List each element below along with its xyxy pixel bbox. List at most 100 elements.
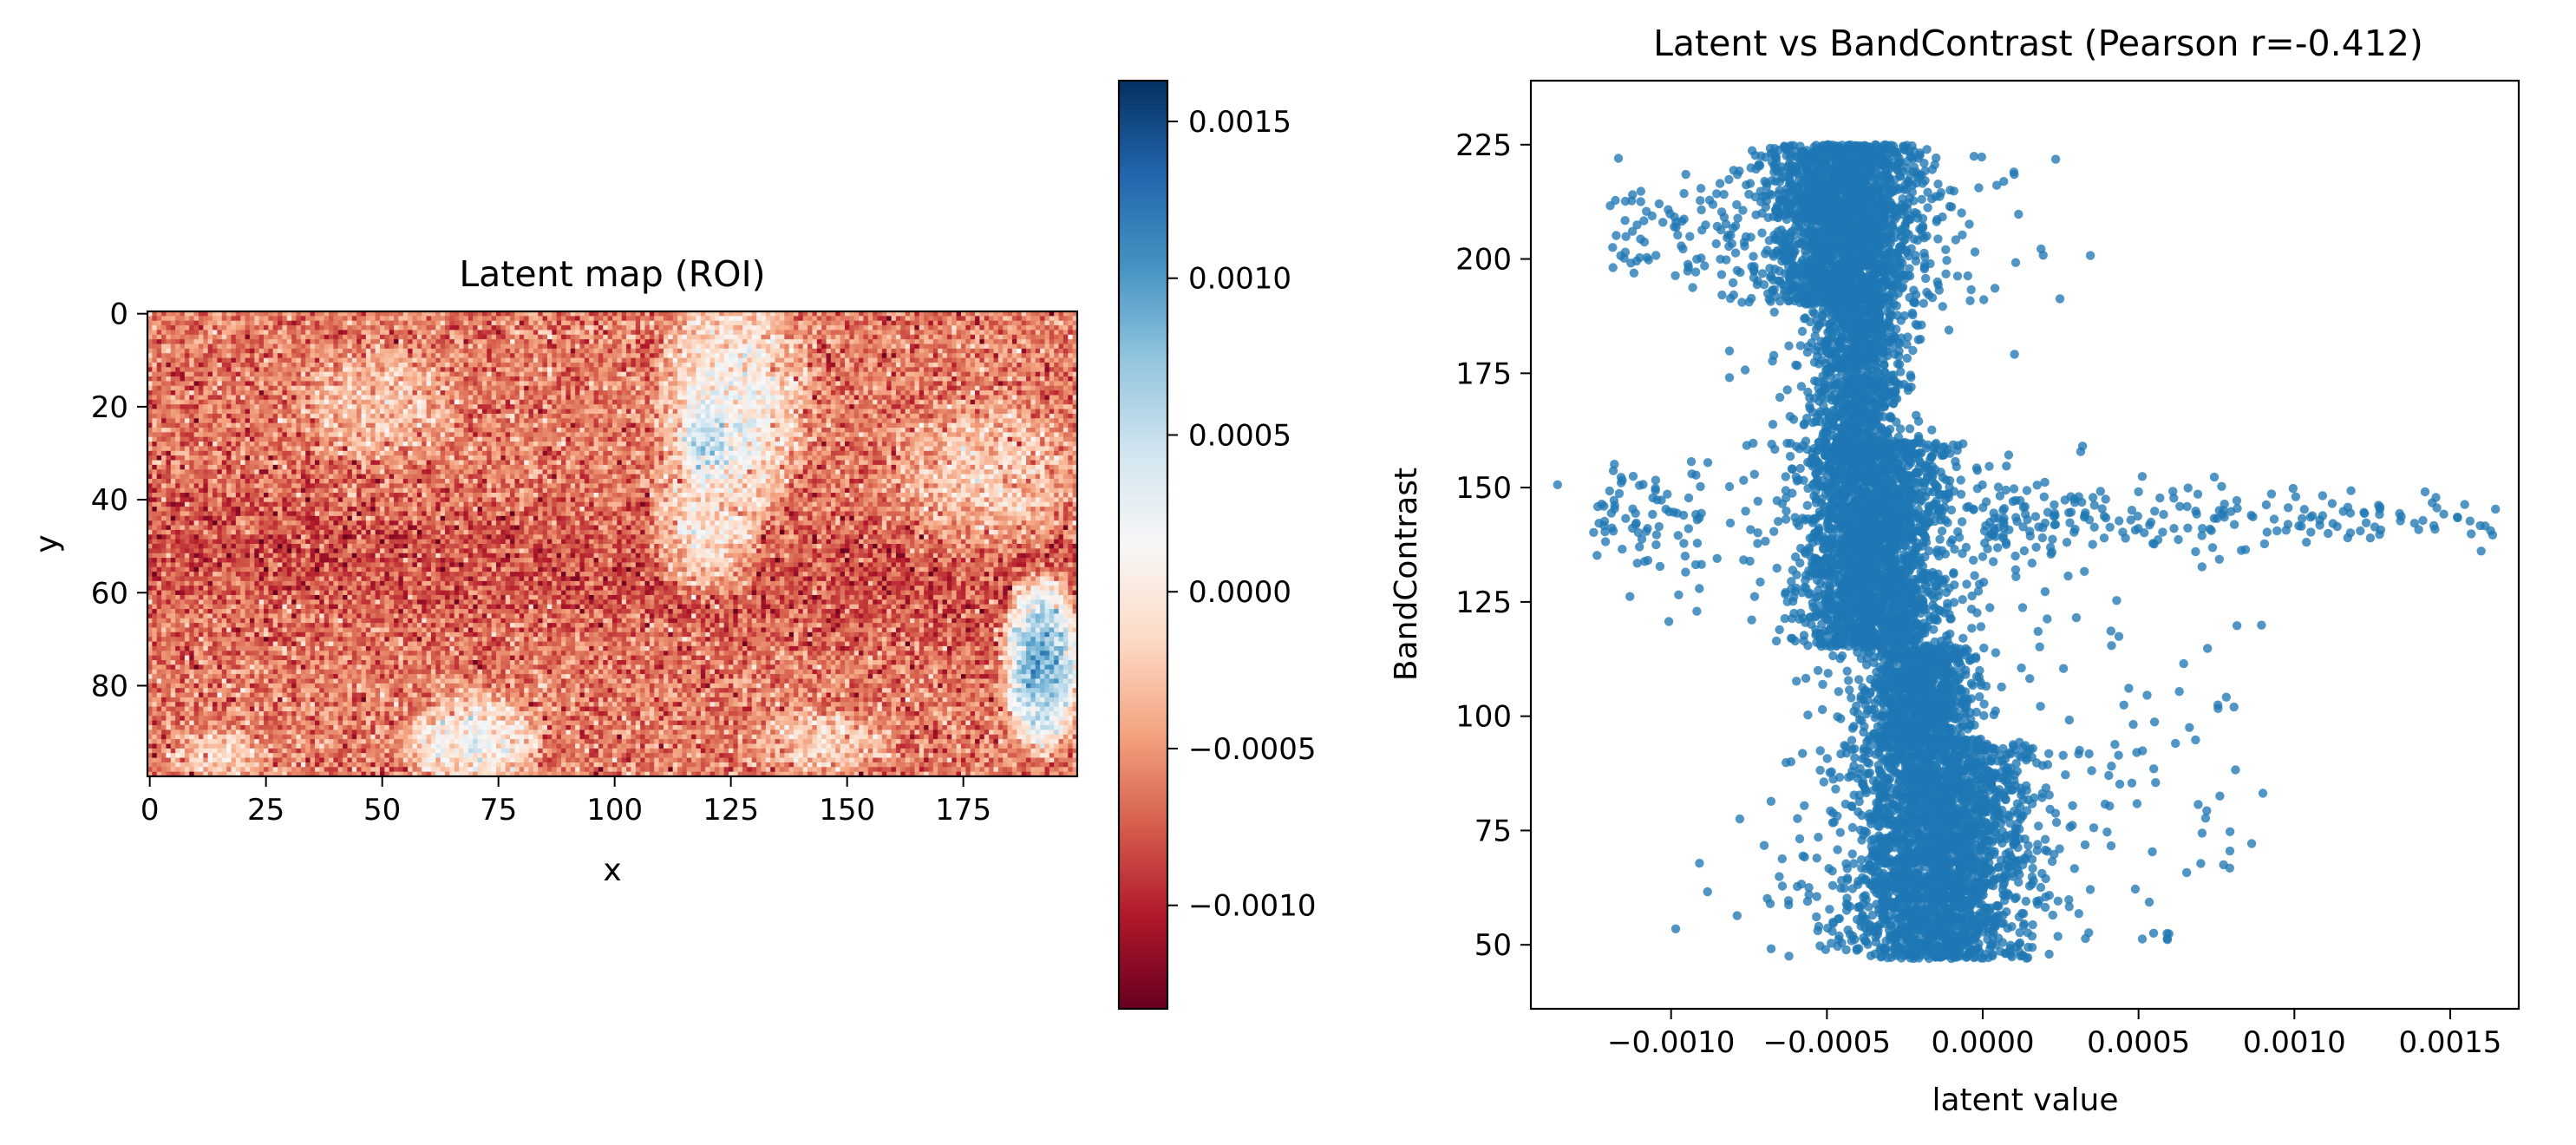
heatmap-cell (830, 357, 836, 363)
heatmap-cell (356, 399, 363, 405)
heatmap-cell (668, 344, 674, 350)
heatmap-cell (533, 348, 539, 354)
heatmap-cell (305, 311, 311, 317)
heatmap-cell (212, 311, 218, 317)
heatmap-cell (402, 385, 409, 391)
heatmap-cell (644, 390, 651, 396)
heatmap-cell (538, 418, 544, 424)
heatmap-cell (240, 390, 246, 396)
heatmap-cell (291, 413, 297, 419)
heatmap-cell (305, 344, 311, 350)
heatmap-cell (314, 362, 320, 368)
heatmap-cell (598, 404, 604, 410)
heatmap-cell (445, 381, 450, 387)
heatmap-cell (538, 376, 544, 382)
heatmap-cell (524, 381, 530, 387)
heatmap-cell (584, 316, 590, 322)
heatmap-cell (747, 330, 753, 336)
heatmap-cell (649, 353, 655, 359)
heatmap-cell (198, 320, 204, 326)
heatmap-cell (598, 385, 604, 391)
heatmap-cell (258, 362, 265, 368)
heatmap-cell (226, 330, 232, 336)
heatmap-cell (347, 395, 353, 401)
heatmap-cell (765, 367, 771, 373)
heatmap-cell (924, 395, 930, 401)
heatmap-cell (333, 422, 339, 429)
heatmap-cell (705, 316, 711, 322)
heatmap-cell (700, 395, 706, 401)
heatmap-cell (631, 357, 637, 363)
heatmap-cell (607, 395, 613, 401)
heatmap-cell (956, 385, 962, 391)
heatmap-cell (1044, 409, 1050, 415)
heatmap-cell (709, 367, 716, 373)
heatmap-cell (696, 381, 702, 387)
heatmap-cell (240, 418, 246, 424)
heatmap-cell (794, 344, 799, 350)
heatmap-cell (672, 320, 678, 326)
heatmap-cell (873, 311, 879, 317)
heatmap-cell (240, 395, 246, 401)
heatmap-cell (938, 325, 944, 331)
heatmap-cell (709, 381, 716, 387)
heatmap-cell (1058, 418, 1064, 424)
heatmap-cell (784, 316, 790, 322)
heatmap-cell (245, 413, 251, 419)
heatmap-cell (389, 316, 395, 322)
heatmap-cell (286, 344, 292, 350)
heatmap-cell (784, 353, 790, 359)
heatmap-cell (430, 367, 436, 373)
heatmap-cell (570, 339, 576, 345)
heatmap-cell (161, 320, 167, 326)
heatmap-cell (193, 422, 199, 429)
heatmap-cell (463, 325, 469, 331)
heatmap-cell (886, 348, 892, 354)
heatmap-cell (459, 422, 465, 429)
heatmap-cell (556, 339, 562, 345)
heatmap-cell (867, 371, 873, 377)
heatmap-cell (919, 381, 925, 387)
heatmap-cell (375, 330, 381, 336)
heatmap-cell (821, 381, 827, 387)
heatmap-cell (584, 409, 590, 415)
heatmap-cell (928, 418, 934, 424)
heatmap-cell (737, 311, 743, 317)
heatmap-cell (203, 399, 209, 405)
heatmap-cell (272, 325, 278, 331)
heatmap-cell (500, 320, 507, 326)
heatmap-cell (166, 357, 172, 363)
heatmap-cell (533, 357, 539, 363)
heatmap-cell (240, 399, 246, 405)
heatmap-cell (152, 381, 158, 387)
heatmap-cell (519, 376, 525, 382)
heatmap-cell (147, 325, 153, 331)
heatmap-cell (1026, 316, 1031, 322)
heatmap-cell (942, 344, 948, 350)
heatmap-cell (556, 371, 562, 377)
heatmap-cell (412, 404, 418, 410)
heatmap-cell (951, 418, 958, 424)
heatmap-cell (384, 367, 390, 373)
heatmap-cell (714, 316, 720, 322)
heatmap-cell (496, 339, 501, 345)
heatmap-cell (440, 409, 446, 415)
heatmap-cell (402, 399, 409, 405)
heatmap-cell (816, 344, 822, 350)
heatmap-cell (584, 385, 590, 391)
heatmap-cell (175, 357, 181, 363)
heatmap-cell (816, 404, 822, 410)
heatmap-cell (161, 316, 167, 322)
heatmap-cell (775, 390, 781, 396)
heatmap-cell (579, 362, 585, 368)
heatmap-cell (519, 385, 525, 391)
heatmap-cell (840, 404, 846, 410)
heatmap-cell (770, 334, 776, 340)
heatmap-cell (533, 316, 539, 322)
heatmap-cell (380, 353, 385, 359)
heatmap-cell (538, 362, 544, 368)
heatmap-cell (714, 348, 720, 354)
heatmap-cell (1049, 316, 1055, 322)
heatmap-cell (473, 376, 479, 382)
heatmap-cell (1007, 362, 1013, 368)
